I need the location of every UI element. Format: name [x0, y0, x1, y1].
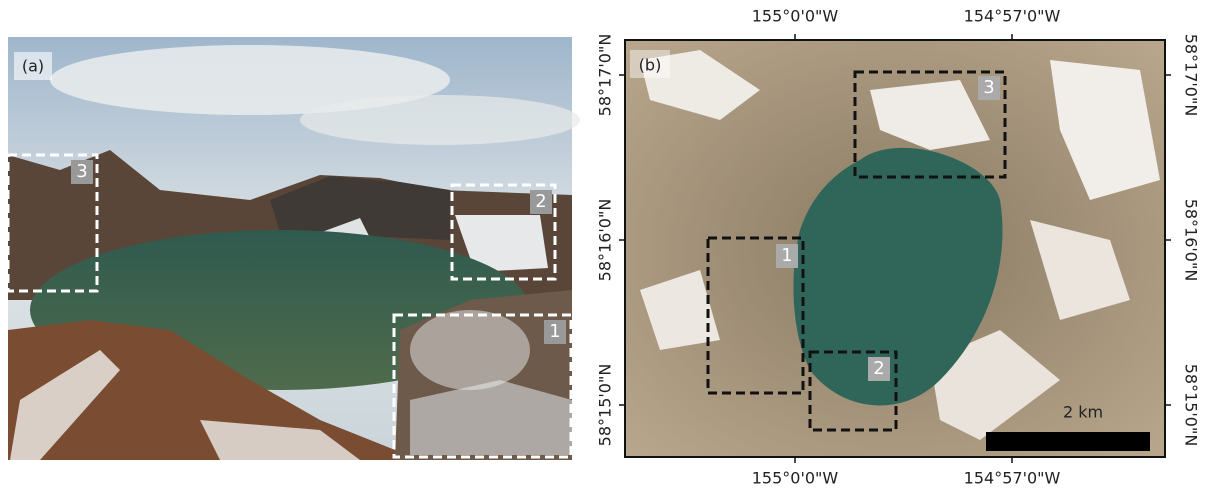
latitude-label: 58°15'0"N — [1182, 364, 1201, 447]
box-label: 2 — [535, 191, 546, 212]
box-label: 2 — [873, 358, 884, 379]
box-label: 1 — [781, 245, 792, 266]
panel-label: (b) — [639, 56, 662, 75]
latitude-label: 58°15'0"N — [596, 364, 615, 447]
photo-panel: (a) 3 2 1 — [8, 37, 580, 460]
box-label: 1 — [549, 321, 560, 342]
latitude-label: 58°17'0"N — [1182, 34, 1201, 117]
scale-label: 2 km — [1063, 403, 1103, 422]
longitude-label: 155°0'0"W — [752, 469, 839, 488]
longitude-label: 154°57'0"W — [964, 7, 1061, 26]
latitude-label: 58°16'0"N — [596, 199, 615, 282]
scale-bar — [986, 432, 1150, 451]
latitude-label: 58°17'0"N — [596, 34, 615, 117]
latitude-label: 58°16'0"N — [1182, 199, 1201, 282]
map-panel: (b) 3 1 2 2 km 155°0'0"W 154°57'0"W 155°… — [596, 7, 1201, 488]
longitude-label: 155°0'0"W — [752, 7, 839, 26]
longitude-label: 154°57'0"W — [964, 469, 1061, 488]
box-label: 3 — [983, 77, 994, 98]
box-label: 3 — [76, 161, 87, 182]
panel-label: (a) — [22, 57, 44, 76]
figure: (a) 3 2 1 (b) 3 1 2 2 km — [0, 0, 1208, 495]
